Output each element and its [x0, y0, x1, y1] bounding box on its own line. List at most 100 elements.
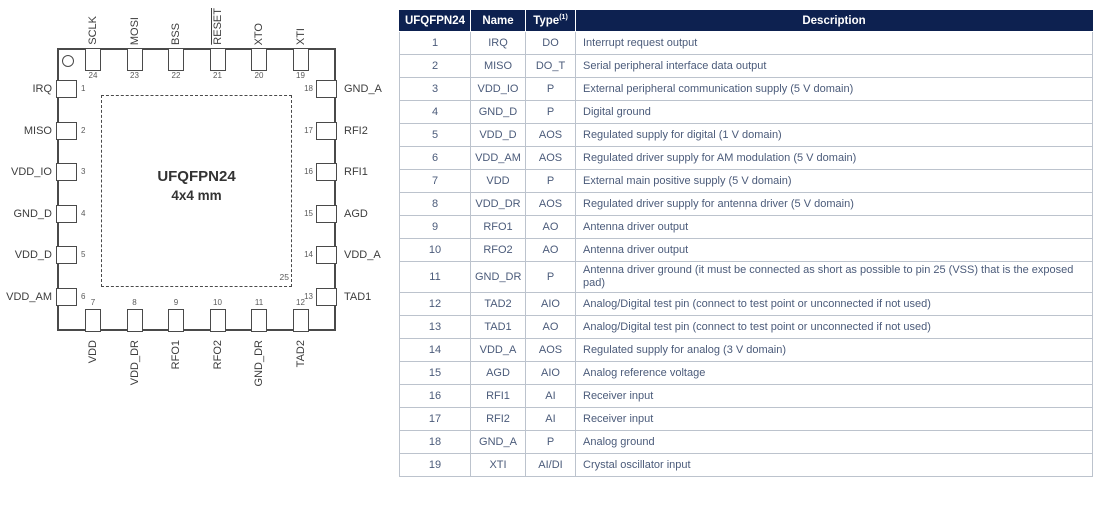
cell-pin-description: Analog ground: [575, 430, 1093, 454]
pin-pad-RFO1: [168, 309, 184, 332]
pin-number: 16: [304, 167, 313, 177]
cell-pin-number: 12: [399, 292, 471, 316]
cell-pin-description: Digital ground: [575, 100, 1093, 124]
cell-pin-number: 9: [399, 215, 471, 239]
table-row: 2 MISO DO_T Serial peripheral interface …: [399, 54, 1093, 78]
pin-label-MOSI: MOSI: [128, 16, 141, 45]
cell-pin-description: Analog/Digital test pin (connect to test…: [575, 292, 1093, 316]
table-row: 1 IRQ DO Interrupt request output: [399, 31, 1093, 55]
cell-pin-name: VDD_IO: [470, 77, 526, 101]
table-row: 12 TAD2 AIO Analog/Digital test pin (con…: [399, 292, 1093, 316]
pin-label-MISO: MISO: [23, 124, 52, 137]
pin-number: 24: [88, 71, 98, 80]
table-row: 4 GND_D P Digital ground: [399, 100, 1093, 124]
pin-label-XTI: XTI: [294, 27, 307, 45]
pin-pad-XTO: [251, 48, 267, 71]
cell-pin-number: 14: [399, 338, 471, 362]
pin-number: 19: [296, 71, 305, 80]
pin-pad-RESET: [209, 48, 226, 71]
col-header-type: Type(1): [525, 10, 576, 32]
pin-number: 11: [254, 298, 264, 307]
cell-pin-name: TAD2: [470, 292, 526, 316]
pin-pad-AGD: [316, 204, 337, 223]
exposed-pad-number: 25: [279, 272, 289, 282]
pin-number: 2: [81, 125, 86, 135]
pin-label-VDD_IO: VDD_IO: [11, 166, 52, 179]
cell-pin-type: AIO: [525, 292, 576, 316]
cell-pin-type: AI: [525, 407, 576, 431]
pin-number: 20: [254, 71, 264, 80]
table-row: 18 GND_A P Analog ground: [399, 430, 1093, 454]
cell-pin-description: Antenna driver output: [575, 238, 1093, 262]
pin1-indicator-icon: [62, 55, 74, 67]
cell-pin-name: VDD: [470, 169, 526, 193]
package-name: UFQFPN24: [157, 168, 236, 185]
pin-number: 18: [304, 84, 313, 93]
col-header-name: Name: [470, 10, 526, 32]
cell-pin-description: Crystal oscillator input: [575, 453, 1093, 477]
pin-pad-RFO2: [209, 309, 226, 332]
cell-pin-description: Receiver input: [575, 407, 1093, 431]
pin-number: 7: [90, 298, 96, 307]
pin-label-VDD_DR: VDD_DR: [128, 340, 141, 386]
cell-pin-type: DO_T: [525, 54, 576, 78]
pin-label-RFO2: RFO2: [211, 340, 224, 370]
cell-pin-number: 6: [399, 146, 471, 170]
pin-label-RFO1: RFO1: [170, 340, 182, 370]
cell-pin-type: AOS: [525, 123, 576, 147]
type-footnote-marker: (1): [559, 13, 568, 21]
pin-number: 13: [304, 292, 313, 301]
cell-pin-number: 4: [399, 100, 471, 124]
pin-label-GND_DR: GND_DR: [253, 340, 265, 387]
pin-pad-TAD2: [292, 309, 309, 332]
pin-label-RFI1: RFI1: [344, 166, 368, 179]
cell-pin-description: External main positive supply (5 V domai…: [575, 169, 1093, 193]
cell-pin-number: 19: [399, 453, 471, 477]
cell-pin-type: AO: [525, 238, 576, 262]
cell-pin-description: Regulated supply for analog (3 V domain): [575, 338, 1093, 362]
cell-pin-name: MISO: [470, 54, 526, 78]
pin-pad-GND_A: [316, 80, 337, 98]
cell-pin-type: P: [525, 100, 576, 124]
pin-number: 23: [130, 71, 139, 80]
pin-pad-GND_DR: [251, 309, 267, 332]
pin-label-SCLK: SCLK: [87, 16, 99, 45]
table-row: 7 VDD P External main positive supply (5…: [399, 169, 1093, 193]
pin-number: 15: [304, 208, 313, 218]
pin-number: 12: [296, 298, 305, 307]
pin-pad-VDD: [85, 309, 101, 332]
cell-pin-type: AOS: [525, 146, 576, 170]
cell-pin-type: AOS: [525, 192, 576, 216]
cell-pin-number: 15: [399, 361, 471, 385]
pin-pad-BSS: [168, 48, 184, 71]
pin-number: 4: [81, 208, 86, 218]
cell-pin-type: AI/DI: [525, 453, 576, 477]
table-row: 17 RFI2 AI Receiver input: [399, 407, 1093, 431]
pinout-diagram: 25 UFQFPN24 4x4 mm 24 SCLK 23 MOSI 22 BSS 21 RE…: [0, 0, 398, 515]
pin-number: 9: [173, 298, 179, 307]
pin-pad-TAD1: [316, 288, 337, 306]
pin-label-GND_A: GND_A: [344, 83, 382, 95]
table-row: 11 GND_DR P Antenna driver ground (it mu…: [399, 261, 1093, 293]
exposed-pad-outline: 25: [101, 95, 292, 287]
table-row: 9 RFO1 AO Antenna driver output: [399, 215, 1093, 239]
package-size: 4x4 mm: [171, 188, 222, 203]
cell-pin-type: AOS: [525, 338, 576, 362]
col-header-pin: UFQFPN24: [399, 10, 471, 32]
pin-pad-VDD_AM: [56, 288, 77, 306]
cell-pin-number: 13: [399, 315, 471, 339]
cell-pin-name: VDD_D: [470, 123, 526, 147]
cell-pin-name: GND_DR: [470, 261, 526, 293]
cell-pin-description: Regulated driver supply for antenna driv…: [575, 192, 1093, 216]
pin-label-IRQ: IRQ: [32, 83, 52, 95]
cell-pin-type: AIO: [525, 361, 576, 385]
cell-pin-number: 1: [399, 31, 471, 55]
cell-pin-type: P: [525, 261, 576, 293]
cell-pin-number: 5: [399, 123, 471, 147]
pin-pad-RFI1: [316, 163, 337, 182]
table-row: 8 VDD_DR AOS Regulated driver supply for…: [399, 192, 1093, 216]
cell-pin-number: 2: [399, 54, 471, 78]
cell-pin-number: 10: [399, 238, 471, 262]
pin-label-RFI2: RFI2: [344, 124, 368, 137]
cell-pin-number: 3: [399, 77, 471, 101]
